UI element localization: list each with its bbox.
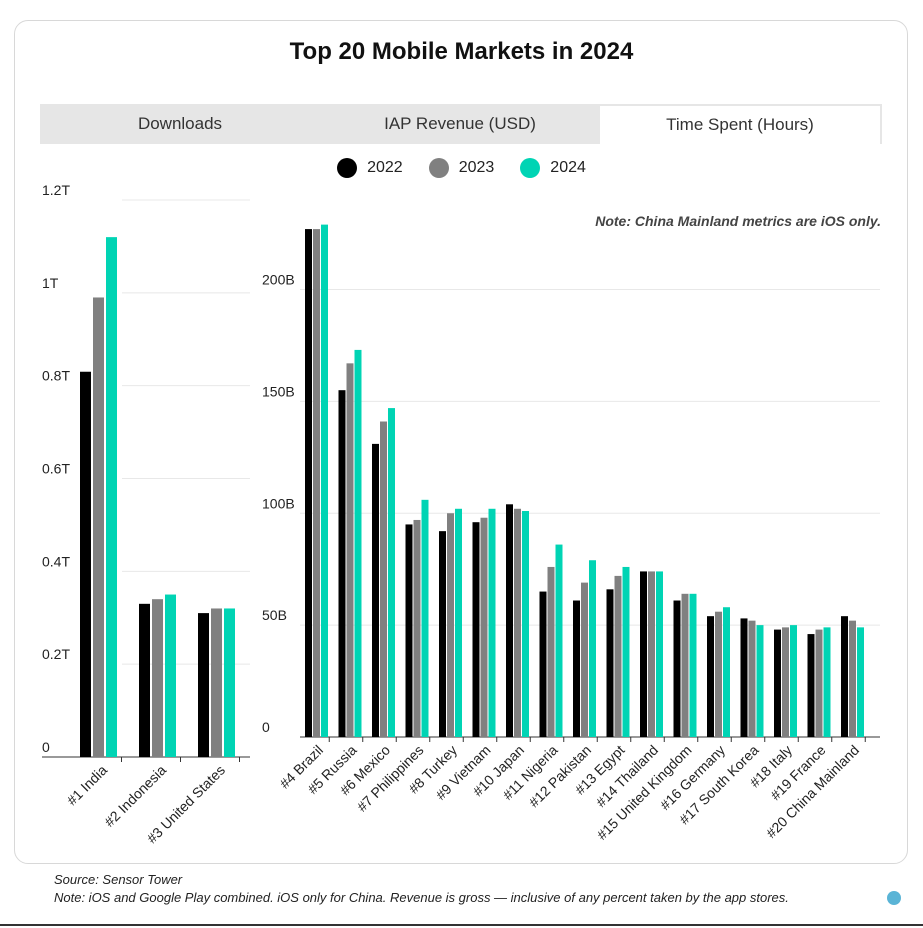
y-tick-label: 0.2T xyxy=(42,646,70,662)
bar-2024 xyxy=(421,499,429,737)
bar-2024 xyxy=(857,627,864,737)
y-tick-label: 0.4T xyxy=(42,553,70,569)
y-tick-label: 50B xyxy=(262,607,287,623)
y-tick-label: 1.2T xyxy=(42,182,70,198)
bar-2024 xyxy=(354,349,362,737)
y-tick-label: 0 xyxy=(42,739,50,755)
bar-2024 xyxy=(555,544,563,737)
bar-2023 xyxy=(447,513,454,737)
bar-2023 xyxy=(782,627,789,737)
bottom-rule xyxy=(0,924,923,926)
bar-2023 xyxy=(547,566,555,737)
tab-downloads[interactable]: Downloads xyxy=(137,114,223,133)
bar-2024 xyxy=(756,625,764,737)
bar-2023 xyxy=(715,611,722,737)
bar-2022 xyxy=(640,571,647,737)
bar-2022 xyxy=(139,603,150,757)
bar-2024 xyxy=(388,408,395,737)
legend-swatch-2023 xyxy=(428,158,449,178)
bar-2022 xyxy=(439,531,446,737)
legend-label-2022: 2022 xyxy=(367,159,403,176)
bar-2024 xyxy=(321,224,328,738)
bar-2022 xyxy=(506,504,513,737)
bar-2023 xyxy=(514,508,521,737)
legend-swatch-2022 xyxy=(337,158,358,178)
bar-2022 xyxy=(405,524,413,737)
bar-2022 xyxy=(372,443,379,737)
bar-2023 xyxy=(211,608,222,757)
bar-2023 xyxy=(748,620,756,737)
y-tick-label: 0 xyxy=(262,719,270,735)
bar-2022 xyxy=(606,589,614,737)
bar-2023 xyxy=(313,229,320,737)
bar-2024 xyxy=(522,511,529,737)
metric-tabs: Downloads IAP Revenue (USD) Time Spent (… xyxy=(40,104,882,144)
bar-2022 xyxy=(707,616,714,737)
bar-2023 xyxy=(413,519,421,737)
legend-item-2024[interactable]: 2024 xyxy=(520,158,586,178)
bar-2024 xyxy=(790,625,797,737)
bar-2023 xyxy=(581,582,588,737)
legend-swatch-2024 xyxy=(520,158,541,178)
bar-2023 xyxy=(681,593,689,737)
bar-2023 xyxy=(480,517,488,737)
y-tick-label: 100B xyxy=(262,495,295,511)
bar-2022 xyxy=(539,591,547,737)
bar-2023 xyxy=(648,571,655,737)
bar-2022 xyxy=(807,634,815,737)
bar-2022 xyxy=(305,229,312,737)
bar-2024 xyxy=(656,571,663,737)
bar-2024 xyxy=(589,560,596,737)
bar-2022 xyxy=(573,600,580,737)
y-tick-label: 0.8T xyxy=(42,368,70,384)
y-tick-label: 200B xyxy=(262,272,295,288)
bar-2023 xyxy=(93,297,104,757)
bar-2022 xyxy=(198,613,209,757)
bar-2022 xyxy=(740,618,748,737)
y-tick-label: 150B xyxy=(262,383,295,399)
legend-label-2024: 2024 xyxy=(550,159,586,176)
legend-item-2023[interactable]: 2023 xyxy=(428,158,495,178)
y-tick-label: 0.6T xyxy=(42,461,70,477)
bar-2023 xyxy=(614,575,622,737)
bar-2024 xyxy=(723,607,730,737)
y-tick-label: 1T xyxy=(42,275,59,291)
chart-legend: 2022 2023 2024 xyxy=(0,158,923,178)
tab-time-spent[interactable]: Time Spent (Hours) xyxy=(600,104,882,144)
x-tick-label: #1 India xyxy=(64,762,111,809)
bar-2023 xyxy=(380,421,387,737)
bar-2022 xyxy=(80,371,91,757)
bar-2023 xyxy=(346,363,354,737)
footer-note: Note: iOS and Google Play combined. iOS … xyxy=(54,890,789,905)
bar-2024 xyxy=(224,608,235,757)
bar-2022 xyxy=(673,600,681,737)
bar-2024 xyxy=(689,593,697,737)
bar-2023 xyxy=(152,599,163,757)
bar-2022 xyxy=(774,629,781,737)
bar-2024 xyxy=(823,627,831,737)
bar-2022 xyxy=(338,390,346,737)
chart-title: Top 20 Mobile Markets in 2024 xyxy=(289,38,634,65)
tab-iap-revenue[interactable]: IAP Revenue (USD) xyxy=(384,114,536,133)
bar-2024 xyxy=(622,566,630,737)
bar-2024 xyxy=(488,508,496,737)
bar-2023 xyxy=(815,629,823,737)
bar-2022 xyxy=(472,522,480,737)
source-text: Source: Sensor Tower xyxy=(54,872,183,887)
legend-item-2022[interactable]: 2022 xyxy=(337,158,403,178)
bar-2024 xyxy=(106,237,117,758)
china-note: Note: China Mainland metrics are iOS onl… xyxy=(595,213,881,229)
bar-2022 xyxy=(841,616,848,737)
bar-2024 xyxy=(165,594,176,757)
legend-label-2023: 2023 xyxy=(458,159,495,176)
bar-2023 xyxy=(849,620,856,737)
bar-2024 xyxy=(455,508,462,737)
watermark-logo-icon xyxy=(887,891,901,905)
